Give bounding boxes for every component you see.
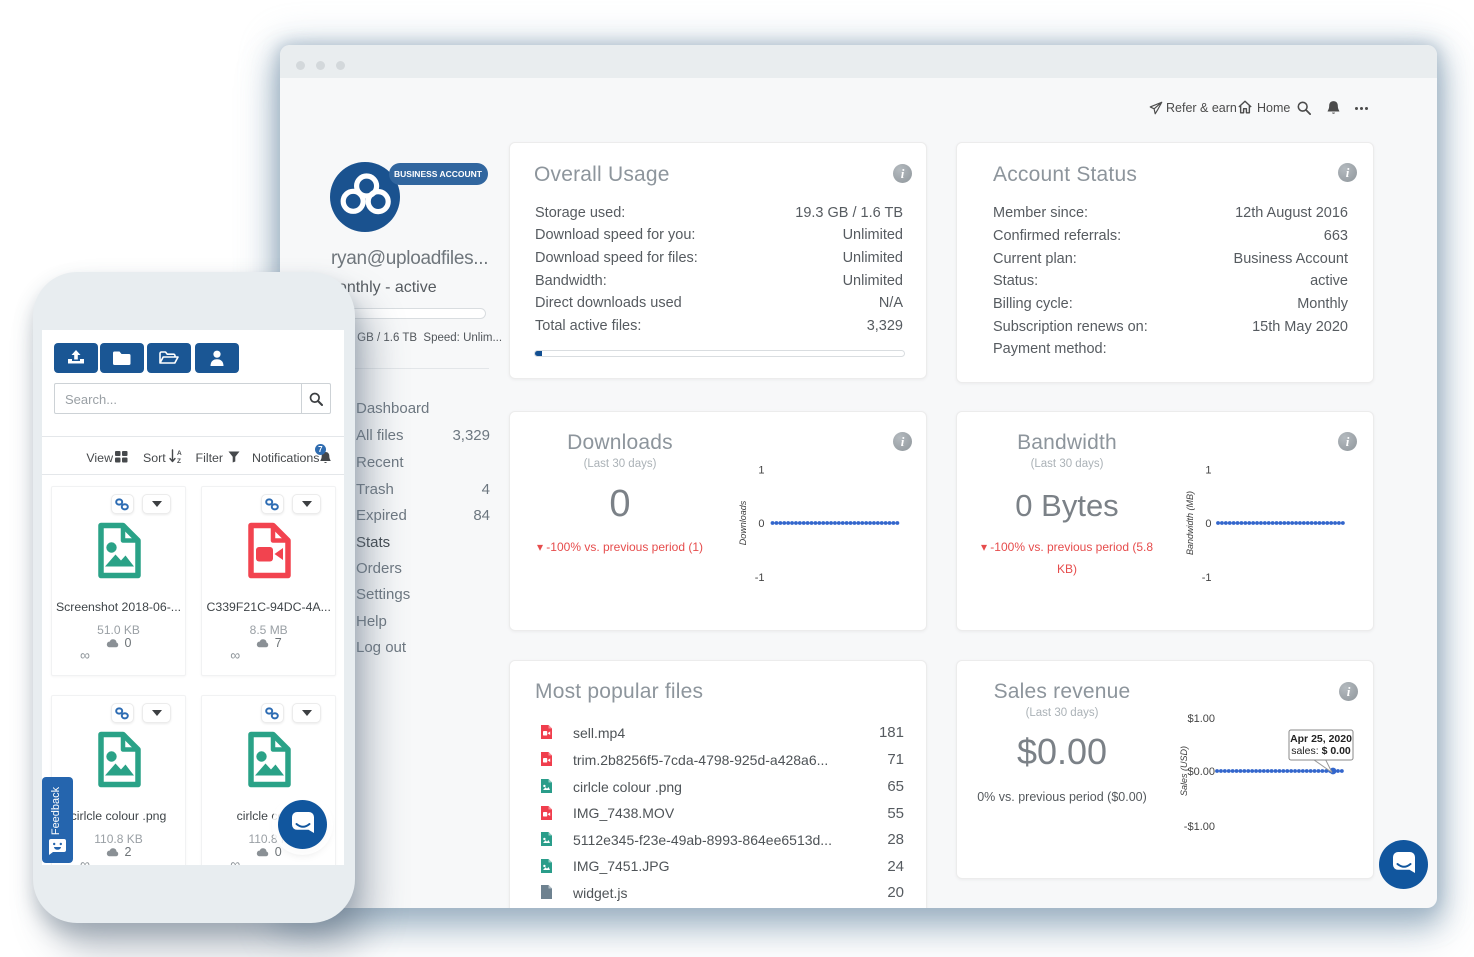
svg-text:-1: -1 — [755, 572, 765, 584]
svg-text:Apr 25, 2020: Apr 25, 2020 — [1290, 733, 1352, 745]
svg-text:-$1.00: -$1.00 — [1184, 821, 1215, 833]
svg-text:-1: -1 — [1202, 572, 1212, 584]
svg-text:A: A — [177, 450, 182, 457]
svg-text:1: 1 — [1205, 464, 1211, 476]
svg-text:Sales (USD): Sales (USD) — [1179, 746, 1189, 796]
svg-text:Bandwidth (MB): Bandwidth (MB) — [1185, 490, 1195, 554]
svg-text:$1.00: $1.00 — [1187, 713, 1215, 725]
svg-text:0: 0 — [1205, 518, 1211, 530]
svg-text:0: 0 — [758, 518, 764, 530]
svg-text:sales: $ 0.00: sales: $ 0.00 — [1291, 745, 1351, 757]
svg-text:$0.00: $0.00 — [1187, 766, 1215, 778]
svg-text:Downloads: Downloads — [738, 500, 748, 545]
svg-text:Z: Z — [177, 458, 181, 464]
svg-text:1: 1 — [758, 464, 764, 476]
